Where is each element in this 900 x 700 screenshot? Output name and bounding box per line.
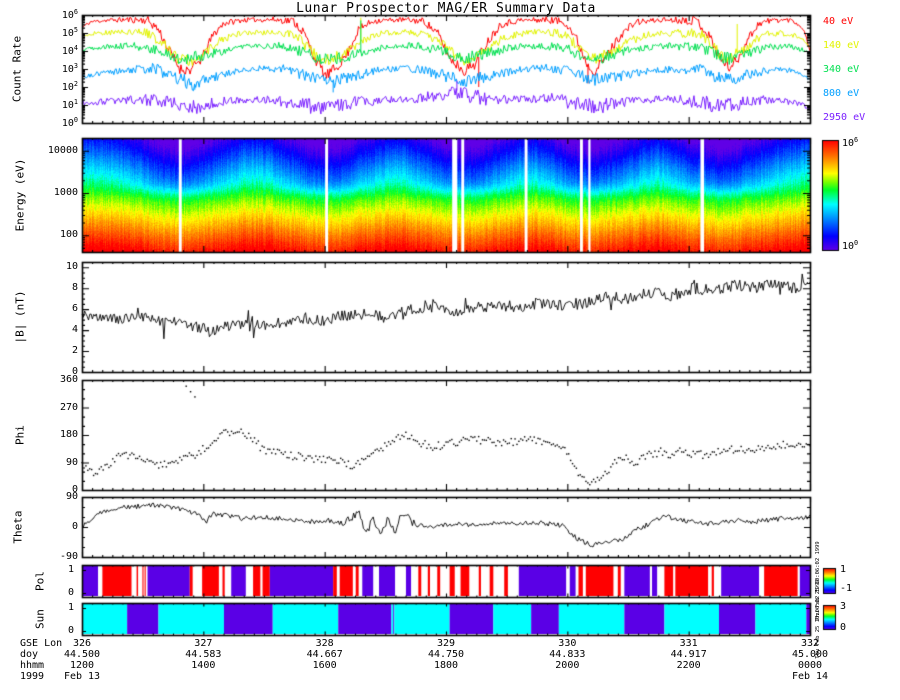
tick-label: 1 bbox=[67, 602, 74, 613]
colorbar-label: 0 bbox=[840, 622, 847, 633]
tick-label: 0 bbox=[67, 625, 74, 636]
tick-label: 10 bbox=[65, 261, 78, 273]
tick-label: 1000 bbox=[53, 186, 78, 198]
x-axis-value: 327 bbox=[194, 638, 213, 649]
tick-label: 1 bbox=[67, 564, 74, 575]
x-axis-value: 44.583 bbox=[185, 649, 222, 660]
tick-label: 102 bbox=[61, 79, 78, 94]
tick-label: 90 bbox=[65, 456, 78, 468]
tick-label: 270 bbox=[59, 401, 78, 413]
x-axis-value: Feb 14 bbox=[791, 671, 829, 682]
colorbar-label: 100 bbox=[842, 238, 859, 253]
tick-label: 100 bbox=[61, 115, 78, 130]
x-axis-row-label: GSE Lon bbox=[20, 638, 63, 649]
tick-label: 0 bbox=[71, 366, 78, 377]
axis-label-pol: Pol bbox=[33, 571, 47, 591]
x-axis-value: 45.000 bbox=[791, 649, 829, 660]
x-axis-value: 329 bbox=[436, 638, 456, 649]
x-axis-row-label: doy bbox=[20, 649, 39, 660]
legend-entry: 340 eV bbox=[823, 64, 860, 75]
tick-label: 101 bbox=[61, 97, 78, 112]
legend-entry: 140 eV bbox=[823, 40, 860, 51]
axis-label-bmag: |B| (nT) bbox=[13, 290, 27, 344]
colorbar-label: 1 bbox=[840, 564, 847, 575]
tick-label: 100 bbox=[59, 229, 78, 241]
x-axis-value: 331 bbox=[679, 638, 698, 649]
tick-label: 360 bbox=[59, 374, 78, 385]
tick-label: -90 bbox=[59, 551, 78, 562]
colorbar-label: 3 bbox=[840, 601, 847, 612]
x-axis-value: 44.667 bbox=[306, 649, 343, 660]
axis-label-count-rate: Count Rate bbox=[10, 35, 24, 103]
x-axis-value: 1600 bbox=[312, 660, 337, 671]
x-axis-row-label: hhmm bbox=[20, 660, 45, 671]
x-axis-value: 1200 bbox=[69, 660, 95, 671]
axis-label-theta: Theta bbox=[11, 510, 25, 544]
legend-entry: 800 eV bbox=[823, 88, 860, 99]
x-axis-value: 44.750 bbox=[427, 649, 465, 660]
tick-label: 0 bbox=[71, 521, 78, 532]
colorbar-label: 106 bbox=[842, 135, 859, 150]
axis-label-sun: Sun bbox=[33, 609, 47, 629]
x-axis-value: 1400 bbox=[191, 660, 216, 671]
colorbar-label: -1 bbox=[840, 583, 853, 594]
tick-label: 90 bbox=[65, 491, 78, 502]
x-axis-value: 0000 bbox=[797, 660, 823, 671]
x-axis-value: 332 bbox=[800, 638, 820, 649]
tick-label: 105 bbox=[61, 25, 78, 40]
page-title: Lunar Prospector MAG/ER Summary Data bbox=[296, 1, 596, 16]
tick-label: 180 bbox=[59, 429, 78, 440]
x-axis-row-label: 1999 bbox=[20, 671, 45, 682]
tick-label: 8 bbox=[71, 282, 78, 294]
x-axis-value: 1800 bbox=[433, 660, 459, 671]
tick-label: 2 bbox=[71, 345, 78, 357]
x-axis-value: 328 bbox=[315, 638, 334, 649]
tick-label: 0 bbox=[67, 587, 74, 598]
tick-label: 103 bbox=[61, 61, 78, 76]
tick-label: 6 bbox=[71, 303, 78, 315]
x-axis-value: 330 bbox=[558, 638, 577, 649]
tick-label: 0 bbox=[71, 484, 78, 495]
tick-label: 106 bbox=[61, 7, 78, 22]
x-axis-value: 2200 bbox=[676, 660, 701, 671]
legend-entry: 2950 eV bbox=[823, 112, 866, 123]
x-axis-value: 326 bbox=[72, 638, 92, 649]
x-axis-value: 44.833 bbox=[549, 649, 586, 660]
tick-label: 104 bbox=[61, 43, 78, 58]
axis-label-phi: Phi bbox=[13, 425, 27, 445]
axis-label-energy: Energy (eV) bbox=[13, 158, 27, 232]
x-axis-value: 44.917 bbox=[670, 649, 707, 660]
tick-label: 10000 bbox=[47, 144, 78, 156]
tick-label: 4 bbox=[71, 324, 78, 336]
x-axis-value: Feb 13 bbox=[63, 671, 101, 682]
x-axis-value: 2000 bbox=[555, 660, 580, 671]
legend-entry: 40 eV bbox=[823, 16, 854, 27]
x-axis-value: 44.500 bbox=[63, 649, 101, 660]
